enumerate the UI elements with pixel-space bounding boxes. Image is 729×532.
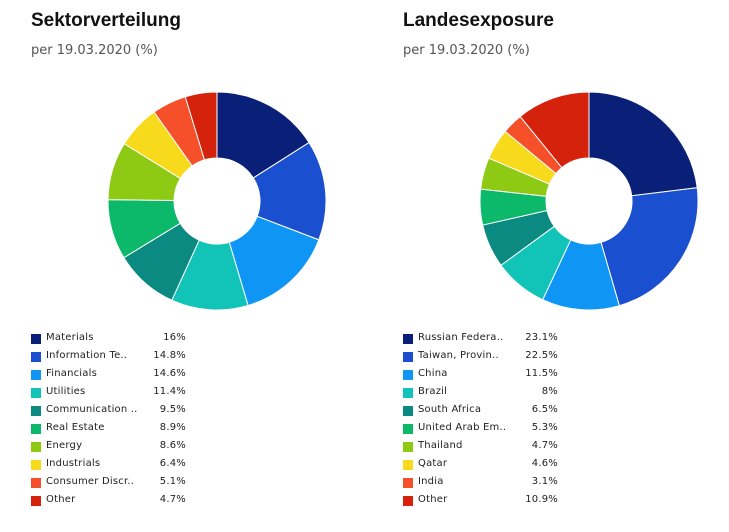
legend-label: Energy [46,440,83,451]
legend-item[interactable]: Real Estate 8.9% [31,421,201,439]
legend-value: 4.7% [159,494,186,505]
legend-label: Communication .. [46,404,138,415]
donut-slice[interactable] [519,91,590,169]
legend-value: 23.1% [525,332,558,343]
legend-label: Russian Federa.. [418,332,504,343]
legend-label: China [418,368,448,379]
legend-value: 11.4% [153,386,186,397]
legend-swatch [403,406,413,416]
legend-label: Materials [46,332,94,343]
country-panel: Landesexposure per 19.03.2020 (%) Russia… [403,0,729,532]
legend-label: Information Te.. [46,350,128,361]
legend-item[interactable]: Taiwan, Provin.. 22.5% [403,349,573,367]
legend-label: Qatar [418,458,448,469]
legend-item[interactable]: Russian Federa.. 23.1% [403,331,573,349]
legend-label: Thailand [418,440,463,451]
legend-item[interactable]: Qatar 4.6% [403,457,573,475]
legend-value: 16% [163,332,186,343]
chart-subtitle: per 19.03.2020 (%) [31,43,158,58]
legend-value: 11.5% [525,368,558,379]
chart-title: Landesexposure [403,10,554,31]
legend-label: Consumer Discr.. [46,476,135,487]
legend-swatch [31,370,41,380]
legend-swatch [31,334,41,344]
legend-label: Other [418,494,448,505]
legend-value: 8.6% [159,440,186,451]
legend-label: Real Estate [46,422,105,433]
legend-item[interactable]: Information Te.. 14.8% [31,349,201,367]
legend-value: 6.5% [531,404,558,415]
donut-slice[interactable] [600,187,699,307]
legend: Materials 16% Information Te.. 14.8% Financi… [31,331,201,511]
legend-value: 8.9% [159,422,186,433]
legend-swatch [403,460,413,470]
legend-value: 9.5% [159,404,186,415]
legend-value: 3.1% [531,476,558,487]
donut-slice[interactable] [184,91,218,161]
legend-value: 14.6% [153,368,186,379]
donut-slice[interactable] [216,91,310,179]
legend-label: Brazil [418,386,448,397]
legend-label: Taiwan, Provin.. [418,350,499,361]
legend-swatch [31,442,41,452]
legend-swatch [403,424,413,434]
donut-chart [479,91,699,311]
legend-item[interactable]: Industrials 6.4% [31,457,201,475]
legend-swatch [403,442,413,452]
legend-swatch [403,352,413,362]
donut-slice[interactable] [588,91,698,197]
legend-value: 4.7% [531,440,558,451]
legend-item[interactable]: Consumer Discr.. 5.1% [31,475,201,493]
legend-item[interactable]: Thailand 4.7% [403,439,573,457]
legend-swatch [31,478,41,488]
legend-swatch [403,370,413,380]
legend-item[interactable]: Other 10.9% [403,493,573,511]
legend-swatch [31,460,41,470]
legend-swatch [31,496,41,506]
legend-label: India [418,476,444,487]
legend-label: South Africa [418,404,482,415]
legend-value: 8% [541,386,558,397]
legend-item[interactable]: Materials 16% [31,331,201,349]
donut-chart [107,91,327,311]
legend-label: Financials [46,368,97,379]
legend-value: 4.6% [531,458,558,469]
legend-item[interactable]: South Africa 6.5% [403,403,573,421]
legend-value: 14.8% [153,350,186,361]
sector-panel: Sektorverteilung per 19.03.2020 (%) Mate… [31,0,371,532]
legend-swatch [403,388,413,398]
legend-swatch [31,424,41,434]
legend-item[interactable]: Other 4.7% [31,493,201,511]
legend-label: Industrials [46,458,101,469]
legend-item[interactable]: India 3.1% [403,475,573,493]
legend-label: United Arab Em.. [418,422,507,433]
legend-value: 22.5% [525,350,558,361]
legend-value: 5.1% [159,476,186,487]
legend-item[interactable]: Energy 8.6% [31,439,201,457]
legend-swatch [403,334,413,344]
chart-subtitle: per 19.03.2020 (%) [403,43,530,58]
legend-swatch [31,388,41,398]
legend: Russian Federa.. 23.1% Taiwan, Provin.. 22.… [403,331,573,511]
legend-item[interactable]: Utilities 11.4% [31,385,201,403]
legend-item[interactable]: United Arab Em.. 5.3% [403,421,573,439]
legend-value: 6.4% [159,458,186,469]
legend-item[interactable]: China 11.5% [403,367,573,385]
legend-swatch [403,478,413,488]
chart-title: Sektorverteilung [31,10,181,31]
legend-item[interactable]: Financials 14.6% [31,367,201,385]
legend-swatch [31,352,41,362]
legend-item[interactable]: Brazil 8% [403,385,573,403]
legend-item[interactable]: Communication .. 9.5% [31,403,201,421]
legend-value: 5.3% [531,422,558,433]
legend-label: Other [46,494,76,505]
legend-label: Utilities [46,386,86,397]
legend-swatch [403,496,413,506]
legend-swatch [31,406,41,416]
legend-value: 10.9% [525,494,558,505]
